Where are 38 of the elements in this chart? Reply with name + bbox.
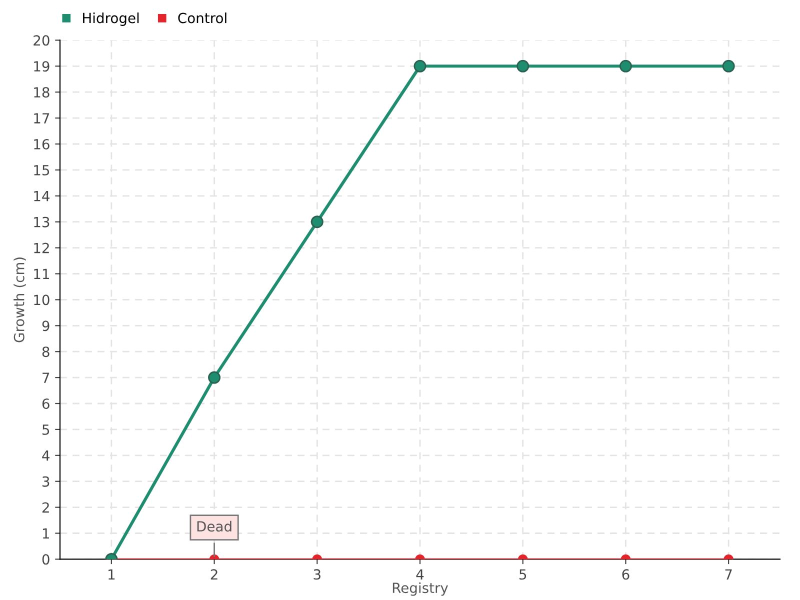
y-tick-label: 2 — [42, 502, 49, 513]
y-tick-label: 10 — [34, 294, 50, 306]
x-tick-label: 5 — [520, 569, 526, 580]
y-tick-label: 15 — [34, 165, 50, 176]
y-tick-label: 12 — [34, 242, 49, 254]
y-tick-label: 0 — [42, 554, 50, 565]
x-tick-label: 2 — [210, 569, 218, 580]
y-tick-label: 18 — [34, 87, 50, 98]
x-tick-label: 6 — [622, 569, 630, 580]
y-tick-label: 17 — [34, 113, 50, 124]
point — [414, 60, 426, 72]
x-tick-label: 3 — [314, 569, 320, 580]
y-tick-label: 9 — [42, 320, 50, 332]
point — [722, 60, 735, 72]
y-tick-label: 13 — [34, 216, 50, 228]
point — [516, 60, 530, 72]
x-tick-label: 7 — [725, 569, 732, 580]
y-tick-label: 7 — [42, 372, 50, 383]
y-tick-label: 1 — [42, 528, 49, 539]
legend-label: Control — [178, 12, 226, 24]
y-axis-title: Growth (cm) — [14, 258, 26, 342]
y-tick-label: 14 — [34, 191, 50, 202]
x-tick-label: 1 — [108, 569, 115, 580]
y-tick-label: 19 — [34, 61, 50, 72]
point — [310, 216, 324, 228]
y-tick-label: 3 — [42, 476, 50, 487]
y-tick-label: 6 — [42, 398, 50, 409]
y-tick-label: 5 — [42, 424, 50, 435]
y-tick-label: 8 — [42, 346, 50, 358]
x-axis-title: Registry — [392, 582, 448, 596]
y-tick-label: 4 — [42, 450, 50, 461]
point — [619, 60, 632, 72]
x-tick-label: 4 — [416, 569, 424, 580]
y-tick-label: 16 — [34, 138, 50, 150]
annotation: Dead — [197, 520, 232, 532]
y-tick-label: 11 — [34, 268, 49, 280]
legend-label: Hidrogel — [83, 12, 139, 26]
y-tick-label: 20 — [34, 35, 50, 46]
